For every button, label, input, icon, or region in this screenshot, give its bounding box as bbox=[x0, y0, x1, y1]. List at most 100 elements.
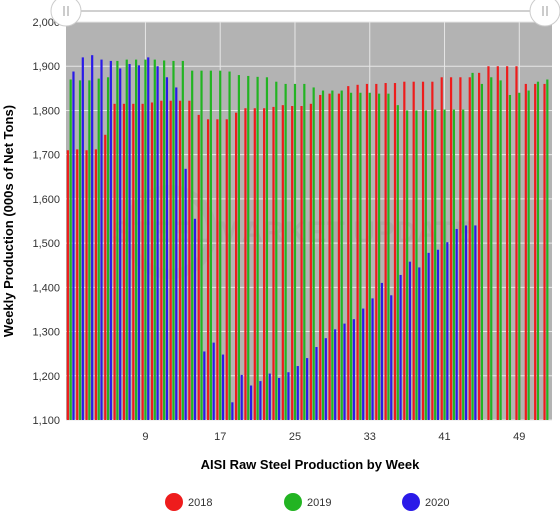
bar-2018-week-29[interactable] bbox=[328, 93, 331, 420]
bar-2019-week-19[interactable] bbox=[237, 75, 240, 420]
bar-2019-week-18[interactable] bbox=[228, 71, 231, 420]
bar-2018-week-30[interactable] bbox=[337, 93, 341, 420]
bar-2020-week-26[interactable] bbox=[306, 358, 309, 420]
bar-2020-week-33[interactable] bbox=[371, 298, 374, 420]
bar-2019-week-15[interactable] bbox=[200, 70, 203, 420]
bar-2018-week-34[interactable] bbox=[375, 83, 378, 420]
bar-2018-week-22[interactable] bbox=[263, 108, 266, 420]
bar-2018-week-32[interactable] bbox=[356, 84, 359, 421]
bar-2020-week-35[interactable] bbox=[390, 295, 393, 420]
bar-2020-week-17[interactable] bbox=[221, 354, 225, 420]
bar-2018-week-37[interactable] bbox=[403, 81, 406, 420]
bar-2020-week-16[interactable] bbox=[212, 342, 215, 420]
bar-2019-week-34[interactable] bbox=[378, 93, 381, 420]
bar-2018-week-39[interactable] bbox=[421, 81, 425, 420]
bar-2018-week-13[interactable] bbox=[178, 100, 182, 420]
bar-2018-week-43[interactable] bbox=[459, 77, 462, 420]
bar-2020-week-24[interactable] bbox=[287, 372, 290, 420]
bar-2018-week-12[interactable] bbox=[169, 100, 172, 420]
bar-2018-week-28[interactable] bbox=[319, 94, 322, 420]
bar-2020-week-37[interactable] bbox=[408, 261, 412, 420]
bar-2019-week-22[interactable] bbox=[265, 77, 269, 420]
bar-2020-week-31[interactable] bbox=[352, 319, 355, 420]
bar-2018-week-41[interactable] bbox=[440, 77, 443, 420]
bar-2018-week-3[interactable] bbox=[85, 150, 88, 421]
bar-2019-week-16[interactable] bbox=[209, 70, 212, 420]
bar-2018-week-4[interactable] bbox=[94, 149, 98, 421]
scrollbar-left-handle[interactable] bbox=[50, 0, 82, 27]
bar-2020-week-14[interactable] bbox=[193, 218, 197, 420]
bar-2020-week-44[interactable] bbox=[474, 225, 477, 420]
bar-2020-week-12[interactable] bbox=[175, 87, 178, 420]
bar-2020-week-18[interactable] bbox=[231, 402, 234, 420]
scrollbar-right-handle[interactable] bbox=[529, 0, 560, 27]
bar-2018-week-52[interactable] bbox=[543, 83, 546, 420]
bar-2020-week-25[interactable] bbox=[296, 366, 299, 420]
bar-2020-week-7[interactable] bbox=[128, 64, 131, 420]
bar-2020-week-36[interactable] bbox=[399, 274, 402, 420]
bar-2019-week-50[interactable] bbox=[527, 90, 530, 420]
bar-2018-week-1[interactable] bbox=[66, 150, 69, 421]
range-scrollbar[interactable] bbox=[50, 0, 560, 27]
bar-2019-week-13[interactable] bbox=[181, 60, 184, 421]
bar-2018-week-46[interactable] bbox=[487, 66, 490, 420]
bar-2019-week-35[interactable] bbox=[387, 93, 390, 420]
bar-2018-week-36[interactable] bbox=[393, 83, 397, 420]
bar-2020-week-20[interactable] bbox=[249, 385, 253, 420]
bar-2018-week-15[interactable] bbox=[197, 114, 200, 421]
bar-2020-week-15[interactable] bbox=[203, 351, 206, 420]
bar-2019-week-44[interactable] bbox=[471, 72, 474, 421]
bar-2020-week-41[interactable] bbox=[446, 242, 449, 420]
bar-2018-week-5[interactable] bbox=[104, 134, 107, 420]
bar-2019-week-7[interactable] bbox=[125, 59, 128, 421]
bar-2018-week-50[interactable] bbox=[524, 83, 527, 420]
bar-2020-week-2[interactable] bbox=[81, 57, 84, 420]
bar-2019-week-10[interactable] bbox=[153, 59, 156, 421]
bar-2020-week-3[interactable] bbox=[91, 55, 94, 421]
bar-2018-week-9[interactable] bbox=[141, 103, 144, 420]
bar-2018-week-8[interactable] bbox=[132, 103, 135, 420]
bar-2018-week-18[interactable] bbox=[225, 119, 228, 420]
bar-2018-week-14[interactable] bbox=[188, 100, 191, 420]
bar-2019-week-43[interactable] bbox=[462, 109, 465, 420]
bar-2020-week-9[interactable] bbox=[147, 57, 150, 420]
bar-2020-week-27[interactable] bbox=[315, 347, 318, 420]
bar-2018-week-49[interactable] bbox=[515, 66, 518, 420]
bar-2019-week-3[interactable] bbox=[88, 80, 91, 421]
bar-2019-week-37[interactable] bbox=[406, 110, 409, 420]
bar-2018-week-11[interactable] bbox=[160, 100, 163, 420]
bar-2018-week-44[interactable] bbox=[468, 77, 471, 420]
bar-2019-week-41[interactable] bbox=[443, 109, 446, 420]
bar-2018-week-6[interactable] bbox=[113, 103, 116, 420]
bar-2020-week-1[interactable] bbox=[72, 71, 75, 420]
bar-2019-week-20[interactable] bbox=[247, 75, 250, 420]
bar-2020-week-21[interactable] bbox=[259, 381, 262, 420]
bar-2020-week-8[interactable] bbox=[137, 65, 140, 420]
bar-2018-week-20[interactable] bbox=[244, 108, 247, 420]
bar-2020-week-11[interactable] bbox=[165, 77, 169, 420]
bar-2018-week-21[interactable] bbox=[253, 108, 256, 420]
bar-2019-week-52[interactable] bbox=[546, 79, 549, 421]
bar-2020-week-4[interactable] bbox=[100, 59, 103, 421]
bar-2018-week-38[interactable] bbox=[412, 81, 415, 420]
bar-2019-week-1[interactable] bbox=[69, 79, 72, 421]
bar-2018-week-31[interactable] bbox=[347, 86, 350, 421]
bar-2018-week-47[interactable] bbox=[496, 66, 499, 420]
bar-2020-week-5[interactable] bbox=[109, 60, 112, 421]
bar-2019-week-42[interactable] bbox=[452, 109, 455, 420]
bar-2019-week-51[interactable] bbox=[536, 81, 540, 420]
bar-2019-week-36[interactable] bbox=[396, 105, 399, 420]
bar-2020-week-28[interactable] bbox=[324, 338, 327, 420]
bar-2018-week-42[interactable] bbox=[449, 77, 453, 420]
bar-2018-week-19[interactable] bbox=[235, 112, 238, 420]
bar-2019-week-39[interactable] bbox=[424, 110, 427, 420]
bar-2020-week-38[interactable] bbox=[418, 267, 421, 420]
bar-2019-week-2[interactable] bbox=[78, 80, 82, 421]
bar-2018-week-45[interactable] bbox=[478, 72, 481, 421]
bar-2020-week-19[interactable] bbox=[240, 374, 243, 420]
bar-2019-week-30[interactable] bbox=[340, 90, 343, 420]
bar-2020-week-23[interactable] bbox=[277, 377, 281, 420]
bar-2019-week-40[interactable] bbox=[434, 109, 437, 420]
bar-2019-week-32[interactable] bbox=[359, 92, 362, 420]
bar-2018-week-25[interactable] bbox=[291, 106, 294, 421]
